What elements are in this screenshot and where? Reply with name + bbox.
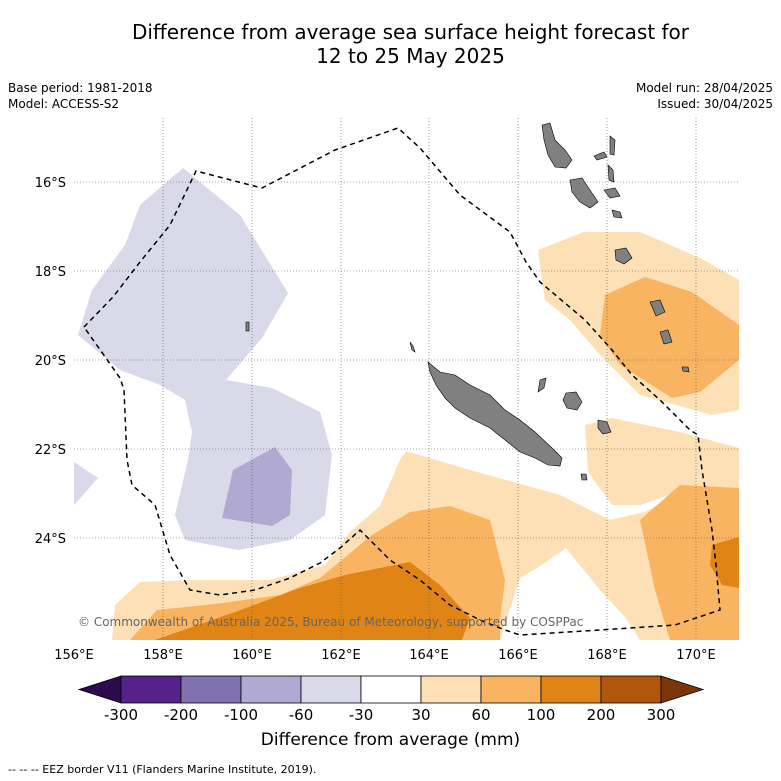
vanuatu-ambrym [603, 187, 621, 199]
colorbar-extend-low [77, 675, 122, 704]
colorbar-segment [480, 675, 542, 704]
colorbar-tick-label: 30 [411, 706, 430, 724]
colorbar-tick-labels: -300 -200 -100 -60 -30 30 60 100 200 300 [104, 706, 675, 724]
loyalty-island-2 [597, 419, 612, 435]
vanuatu-espiritu-santo [541, 122, 573, 169]
vanuatu-maewo [609, 135, 616, 156]
new-caledonia [427, 361, 563, 467]
model-name: Model: ACCESS-S2 [8, 97, 120, 111]
colorbar-segment [600, 675, 662, 704]
loyalty-island-1 [562, 391, 583, 411]
lon-label-158e: 158°E [143, 648, 183, 663]
vanuatu-epi [611, 209, 623, 219]
colorbar-segment [180, 675, 242, 704]
vanuatu-aneityum [681, 366, 690, 373]
lat-label-20s: 20°S [35, 354, 66, 369]
ouvea-island [537, 377, 547, 393]
lat-label-22s: 22°S [35, 443, 66, 458]
lon-label-156e: 156°E [54, 648, 94, 663]
colorbar-tick-label: 200 [587, 706, 616, 724]
lon-label-168e: 168°E [587, 648, 627, 663]
colorbar-segment [540, 675, 602, 704]
lon-label-160e: 160°E [232, 648, 272, 663]
colorbar-segment [240, 675, 302, 704]
issued-date: Issued: 30/04/2025 [657, 97, 773, 111]
colorbar-segment [420, 675, 482, 704]
grid-lines [74, 118, 739, 640]
vanuatu-erromango [649, 299, 666, 317]
colorbar-tick-label: 60 [471, 706, 490, 724]
longitude-labels: 156°E 158°E 160°E 162°E 164°E 166°E 168°… [54, 648, 716, 663]
colorbar-tick-label: -300 [104, 706, 138, 724]
lon-label-164e: 164°E [409, 648, 449, 663]
colorbar [77, 675, 705, 704]
colorbar-title: Difference from average (mm) [260, 730, 521, 750]
belep-island [409, 341, 416, 353]
base-period: Base period: 1981-2018 [8, 81, 153, 95]
map-area [74, 118, 739, 640]
lat-label-18s: 18°S [35, 265, 66, 280]
title-line-2: 12 to 25 May 2025 [316, 44, 505, 68]
region-100-to-200-south [155, 562, 470, 640]
lon-label-166e: 166°E [498, 648, 538, 663]
colorbar-segment [300, 675, 362, 704]
colorbar-tick-label: 100 [527, 706, 556, 724]
colorbar-tick-label: -100 [224, 706, 258, 724]
lat-label-16s: 16°S [35, 176, 66, 191]
colorbar-tick-label: -200 [164, 706, 198, 724]
vanuatu-malekula [569, 177, 599, 209]
region-30-to-60-east-gap [585, 418, 739, 505]
colorbar-segment [360, 675, 422, 704]
vanuatu-efate [614, 247, 633, 265]
region-minus-100-to-60 [222, 447, 292, 526]
isle-of-pines [580, 473, 588, 481]
land-masses [245, 122, 690, 481]
region-60-to-100-southeast [640, 485, 739, 640]
model-run: Model run: 28/04/2025 [635, 81, 773, 95]
colorbar-segment [120, 675, 182, 704]
eez-border [83, 127, 721, 636]
vanuatu-ambae [593, 151, 608, 161]
chart-title: Difference from average sea surface heig… [0, 20, 781, 68]
colorbar-extend-high [660, 675, 705, 704]
eez-footnote: -- -- -- EEZ border V11 (Flanders Marine… [8, 763, 317, 776]
meta-left: Base period: 1981-2018 Model: ACCESS-S2 [8, 80, 153, 112]
colorbar-tick-label: 300 [647, 706, 676, 724]
lon-label-170e: 170°E [676, 648, 716, 663]
lon-label-162e: 162°E [321, 648, 361, 663]
colorbar-tick-label: -30 [349, 706, 374, 724]
vanuatu-pentecost [607, 164, 615, 183]
latitude-labels: 16°S 18°S 20°S 22°S 24°S [35, 176, 66, 547]
title-line-1: Difference from average sea surface heig… [131, 20, 690, 44]
copyright-notice: © Commonwealth of Australia 2025, Bureau… [78, 615, 583, 629]
vanuatu-tanna [659, 329, 673, 345]
lat-label-24s: 24°S [35, 532, 66, 547]
region-minus-60-to-30-west [74, 462, 98, 505]
chesterfield-islet [245, 321, 250, 332]
meta-right: Model run: 28/04/2025 Issued: 30/04/2025 [636, 80, 773, 112]
colorbar-tick-label: -60 [289, 706, 314, 724]
